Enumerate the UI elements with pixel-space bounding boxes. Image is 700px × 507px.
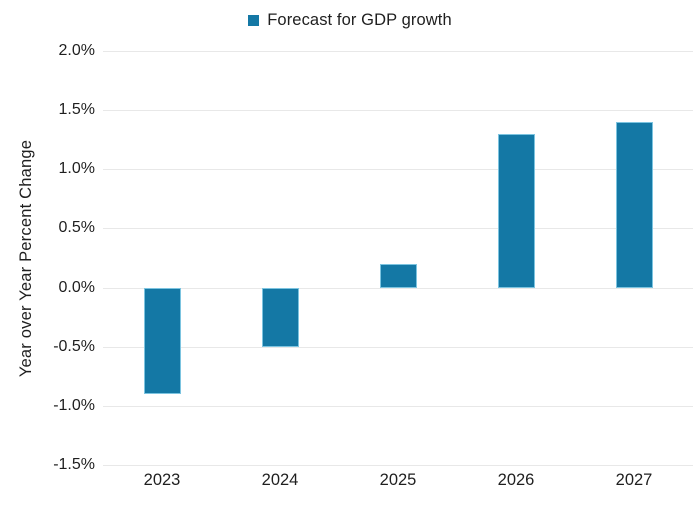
x-tick-label: 2023 xyxy=(143,471,181,489)
bar-2027 xyxy=(615,121,653,288)
x-tick-label: 2027 xyxy=(615,471,653,489)
y-tick-label: 0.5% xyxy=(58,219,95,237)
bar-2023 xyxy=(143,287,181,395)
gridline xyxy=(103,169,693,171)
gridline xyxy=(103,405,693,407)
legend-square-icon xyxy=(248,14,260,26)
gridline xyxy=(103,287,693,289)
y-tick-label: -1.0% xyxy=(53,396,95,414)
y-tick-label: -1.5% xyxy=(53,456,95,473)
bar-2024 xyxy=(261,287,299,347)
y-tick-label: 2.0% xyxy=(58,42,95,59)
bar-2026 xyxy=(497,133,535,288)
y-tick-label: 1.0% xyxy=(58,160,95,178)
y-tick-label: 0.0% xyxy=(58,278,95,296)
gridline xyxy=(103,346,693,348)
bar-2025 xyxy=(379,263,417,288)
y-axis-tick-labels: 2.0% 1.5% 1.0% 0.5% 0.0% -0.5% -1.0% -1.5% xyxy=(0,42,95,473)
gridline xyxy=(103,110,693,112)
x-axis-tick-labels: 2023 2024 2025 2026 2027 xyxy=(103,471,693,495)
x-tick-label: 2026 xyxy=(497,471,535,489)
chart-legend: Forecast for GDP growth xyxy=(0,8,700,32)
plot-area xyxy=(103,51,693,466)
y-tick-label: -0.5% xyxy=(53,337,95,355)
legend-label: Forecast for GDP growth xyxy=(267,10,452,29)
gridline xyxy=(103,465,693,466)
gridline xyxy=(103,51,693,52)
y-tick-label: 1.5% xyxy=(58,101,95,119)
x-tick-label: 2025 xyxy=(379,471,417,489)
gridline xyxy=(103,228,693,230)
x-tick-label: 2024 xyxy=(261,471,299,489)
